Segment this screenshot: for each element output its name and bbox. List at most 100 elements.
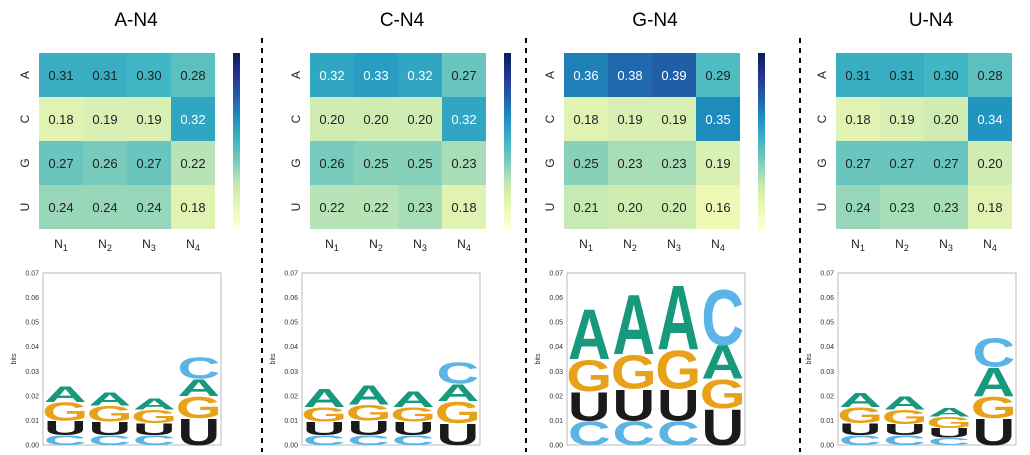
heatmap-value-label: 0.27 [889,156,914,171]
y-tick-label: 0.00 [820,443,834,450]
y-tick-label: U [289,203,303,212]
y-tick-label: G [815,158,829,167]
y-tick-label: G [18,158,32,167]
logo-letter-G: G [566,352,612,401]
heatmap-value-label: 0.25 [573,156,598,171]
y-tick-label: 0.04 [284,344,298,351]
heatmap-cell [652,141,696,185]
logo-letter-A: A [177,374,220,401]
heatmap-cell [564,185,608,229]
heatmap-cell [171,97,215,141]
heatmap-value-label: 0.22 [363,200,388,215]
heatmap-cell [310,185,354,229]
heatmap-value-label: 0.26 [319,156,344,171]
y-tick-label: 0.03 [820,369,834,376]
logo-letter-C: C [839,433,882,448]
heatmap-cell [83,53,127,97]
panel-title: G-N4 [632,10,678,31]
logo-letter-G: G [655,340,701,401]
heatmap-cell [398,141,442,185]
logo-letter-A: A [883,393,926,414]
logo-letter-C: C [177,351,220,386]
heatmap-value-label: 0.36 [573,68,598,83]
heatmap-value-label: 0.24 [845,200,870,215]
heatmap-cell [880,141,924,185]
logo-letter-C: C [88,433,131,448]
heatmap-cell [127,141,171,185]
heatmap-cell [836,185,880,229]
heatmap-cell [608,97,652,141]
panel-title: A-N4 [114,10,158,31]
heatmap-value-label: 0.32 [180,112,205,127]
y-tick-label: 0.00 [25,443,39,450]
logo-letter-G: G [176,390,222,425]
y-tick-label: 0.04 [549,344,563,351]
heatmap-value-label: 0.20 [617,200,642,215]
heatmap-value-label: 0.23 [451,156,476,171]
logo-letter-C: C [347,433,390,448]
heatmap-value-label: 0.19 [661,112,686,127]
logo-letter-G: G [926,414,972,431]
heatmap-value-label: 0.24 [92,200,117,215]
logo-letter-U: U [436,417,479,452]
logo-letter-U: U [392,418,435,439]
heatmap-value-label: 0.20 [407,112,432,127]
logo-panel: 0.000.010.020.030.040.050.060.07bitsCUGA… [11,271,222,454]
heatmap-value-label: 0.25 [407,156,432,171]
heatmap-value-label: 0.24 [48,200,73,215]
heatmap-cell [83,141,127,185]
heatmap-value-label: 0.20 [661,200,686,215]
heatmap-value-label: 0.16 [705,200,730,215]
logo-letter-C: C [657,415,700,453]
heatmap-cell [398,53,442,97]
heatmap-cell [924,97,968,141]
heatmap-cell [39,53,83,97]
heatmap-cell [608,185,652,229]
logo-letter-G: G [346,401,392,425]
y-tick-label: 0.01 [25,418,39,425]
x-tick-label: N3 [413,237,427,253]
logo-letter-U: U [883,422,926,439]
y-tick-label: A [815,71,829,79]
logo-letter-C: C [436,356,479,391]
y-axis-label: bits [535,353,542,364]
logo-letter-G: G [700,371,746,417]
heatmap-cell [652,53,696,97]
logo-panel: 0.000.010.020.030.040.050.060.07bitsCUGA… [270,271,481,452]
logo-letter-U: U [88,418,131,439]
y-axis-label: bits [11,353,18,364]
heatmap-cell [836,97,880,141]
heatmap-cell [171,185,215,229]
heatmap-cell [398,97,442,141]
y-axis-label: bits [806,353,813,364]
heatmap-value-label: 0.19 [92,112,117,127]
y-tick-label: 0.07 [549,271,563,278]
heatmap-cell [924,141,968,185]
heatmap-value-label: 0.23 [617,156,642,171]
heatmap-cell [442,53,486,97]
heatmap-cell [310,97,354,141]
logo-letter-G: G [131,406,177,427]
y-tick-label: 0.07 [284,271,298,278]
y-tick-label: 0.00 [284,443,298,450]
y-tick-label: G [543,158,557,167]
x-tick-label: N3 [142,237,156,253]
heatmap-cell [696,185,740,229]
logo-letter-U: U [928,426,971,441]
y-tick-label: 0.03 [549,369,563,376]
logo-letter-G: G [611,346,657,399]
y-tick-label: 0.01 [820,418,834,425]
heatmap-cell [39,185,83,229]
heatmap-value-label: 0.27 [845,156,870,171]
y-tick-label: A [289,71,303,79]
heatmap-value-label: 0.26 [92,156,117,171]
heatmap-cell [564,141,608,185]
heatmap-panel: A-N4 0.31 0.31 0.30 0.28 0.18 0.19 0.19 0.32 0.27… [18,10,240,253]
heatmap-value-label: 0.23 [407,200,432,215]
y-tick-label: C [815,114,829,123]
heatmap-cell [880,185,924,229]
logo-frame [566,272,746,446]
colorbar [233,53,240,229]
heatmap-value-label: 0.27 [136,156,161,171]
heatmap-value-label: 0.29 [705,68,730,83]
